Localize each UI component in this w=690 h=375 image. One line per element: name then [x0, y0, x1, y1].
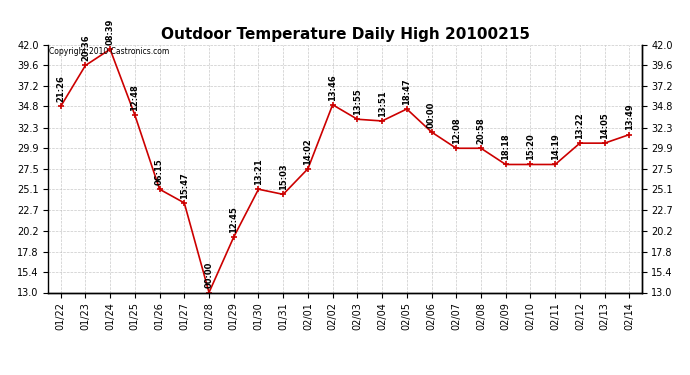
Text: 15:20: 15:20 [526, 134, 535, 160]
Text: 13:22: 13:22 [575, 112, 584, 139]
Text: 13:49: 13:49 [625, 104, 634, 130]
Text: 13:46: 13:46 [328, 74, 337, 100]
Text: 20:36: 20:36 [81, 35, 90, 62]
Text: 12:08: 12:08 [452, 117, 461, 144]
Text: 06:15: 06:15 [155, 158, 164, 185]
Text: 14:19: 14:19 [551, 134, 560, 160]
Text: 13:21: 13:21 [254, 158, 263, 185]
Text: 15:47: 15:47 [180, 172, 189, 199]
Text: 14:02: 14:02 [304, 138, 313, 165]
Text: 14:05: 14:05 [600, 112, 609, 139]
Text: Copyright 2010 Castronics.com: Copyright 2010 Castronics.com [50, 48, 170, 57]
Text: 12:45: 12:45 [229, 206, 238, 233]
Text: 13:51: 13:51 [377, 90, 386, 117]
Text: 15:03: 15:03 [279, 164, 288, 190]
Text: 00:00: 00:00 [427, 102, 436, 128]
Text: 12:48: 12:48 [130, 84, 139, 111]
Text: 20:58: 20:58 [477, 117, 486, 144]
Text: 21:26: 21:26 [56, 75, 65, 102]
Text: 08:39: 08:39 [106, 19, 115, 45]
Text: 00:00: 00:00 [204, 262, 213, 288]
Text: 18:47: 18:47 [402, 78, 411, 105]
Title: Outdoor Temperature Daily High 20100215: Outdoor Temperature Daily High 20100215 [161, 27, 529, 42]
Text: 18:18: 18:18 [501, 134, 510, 160]
Text: 13:55: 13:55 [353, 88, 362, 115]
